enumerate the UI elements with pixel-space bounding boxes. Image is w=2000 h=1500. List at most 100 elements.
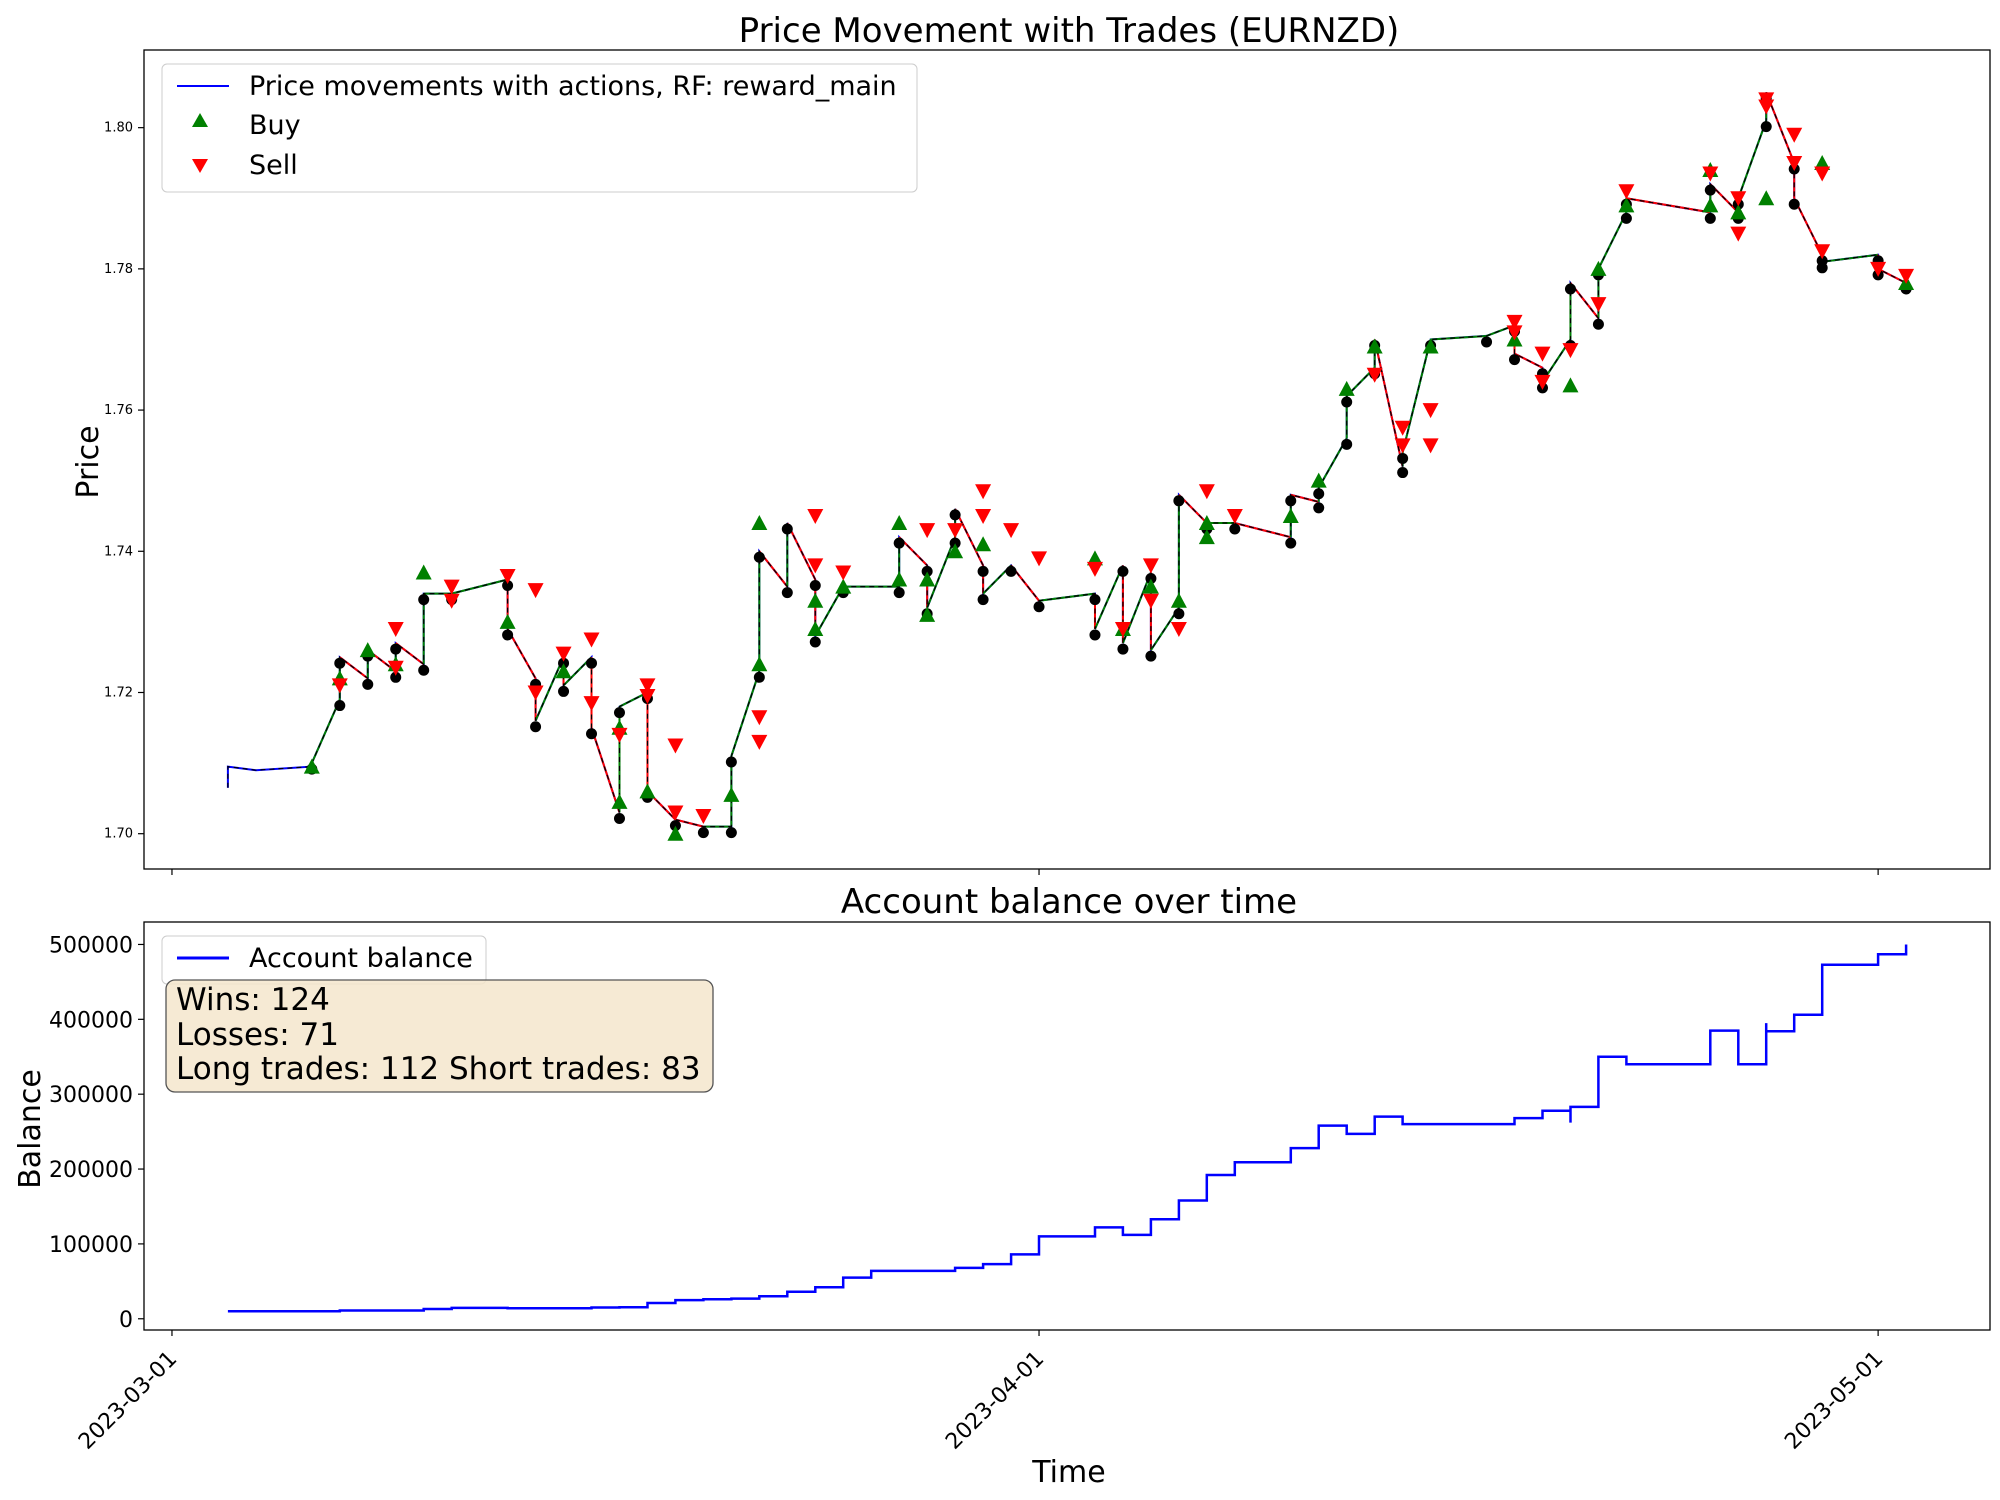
sell-marker	[1702, 166, 1719, 182]
balance-y-tick-label: 200000	[49, 1158, 133, 1183]
stats-box: Wins: 124 Losses: 71 Long trades: 112 Sh…	[165, 979, 714, 1093]
sell-marker	[583, 632, 600, 648]
legend-label-sell: Sell	[249, 150, 298, 181]
trade-exit-marker	[558, 657, 570, 669]
buy-marker	[1086, 550, 1103, 566]
buy-marker	[1142, 578, 1159, 594]
trade-exit-marker	[1704, 184, 1716, 196]
buy-marker	[807, 592, 824, 608]
trade-exit-marker	[586, 728, 598, 740]
trade-exit-marker	[502, 580, 514, 592]
legend-label-buy: Buy	[249, 110, 301, 141]
price-legend-frame	[161, 63, 918, 193]
trade-exit-marker	[893, 537, 905, 549]
trade-exit-marker	[334, 657, 346, 669]
sell-marker	[443, 579, 460, 595]
trade-exit-marker	[390, 671, 402, 683]
trade-exit-marker	[390, 643, 402, 655]
sell-marker	[639, 689, 656, 705]
balance-chart-title: Account balance over time	[841, 882, 1297, 922]
price-y-tick-label: 1.74	[104, 544, 133, 559]
sell-marker	[1730, 226, 1747, 242]
sell-marker	[1506, 314, 1523, 330]
sell-marker	[555, 646, 572, 662]
stats-wins: Wins: 124	[176, 982, 330, 1018]
price-axes-frame	[143, 49, 1991, 870]
sell-marker	[807, 508, 824, 524]
trade-exit-marker	[1788, 198, 1800, 210]
sell-marker	[1086, 561, 1103, 577]
sell-marker	[1422, 403, 1439, 419]
trade-exit-marker	[977, 565, 989, 577]
buy-marker	[1702, 197, 1719, 213]
buy-marker	[1814, 154, 1831, 170]
buy-marker	[1590, 260, 1607, 276]
trade-exit-marker	[697, 827, 709, 839]
buy-marker	[611, 793, 628, 809]
balance-y-tick-label: 0	[119, 1308, 133, 1333]
trade-exit-marker	[753, 671, 765, 683]
trade-exit-marker	[1509, 354, 1521, 366]
trade-exit-marker	[613, 707, 625, 719]
trade-exit-marker	[977, 594, 989, 606]
sell-marker	[583, 696, 600, 712]
buy-marker	[1338, 380, 1355, 396]
trade-exit-marker	[781, 587, 793, 599]
price-y-axis-label: Price	[71, 425, 106, 498]
balance-line	[227, 944, 1908, 1313]
buy-marker	[751, 656, 768, 672]
sell-marker	[1142, 593, 1159, 609]
trade-exit-marker	[1145, 572, 1157, 584]
trade-exit-marker	[1285, 495, 1297, 507]
buy-marker	[555, 663, 572, 679]
trade-exit-marker	[921, 565, 933, 577]
trade-exit-marker	[893, 587, 905, 599]
price-y-tick-label: 1.70	[104, 827, 133, 842]
price-y-tick-label: 1.76	[104, 403, 133, 418]
trade-exit-marker	[1173, 608, 1185, 620]
trade-exit-marker	[1341, 438, 1353, 450]
buy-marker	[1198, 515, 1215, 531]
balance-y-tick-label: 100000	[49, 1233, 133, 1258]
trade-exit-marker	[1760, 121, 1772, 133]
short-trade-segment	[675, 818, 704, 828]
buy-marker	[1198, 529, 1215, 545]
trade-exit-marker	[418, 594, 430, 606]
price-y-tick-label: 1.80	[104, 121, 133, 136]
sell-marker	[1506, 325, 1523, 341]
sell-marker	[807, 558, 824, 574]
legend-label-price: Price movements with actions, RF: reward…	[249, 71, 897, 102]
sell-marker	[919, 523, 936, 539]
price-y-ticks: 1.70 1.72 1.74 1.76 1.78 1.80	[104, 121, 144, 842]
trade-exit-marker	[753, 551, 765, 563]
trade-exit-marker	[809, 636, 821, 648]
buy-marker	[891, 515, 908, 531]
balance-y-tick-label: 300000	[49, 1083, 133, 1108]
buy-marker	[359, 642, 376, 658]
buy-marker	[1758, 190, 1775, 206]
sell-marker	[751, 710, 768, 726]
sell-marker	[1534, 374, 1551, 390]
buy-marker	[1422, 338, 1439, 354]
trade-exit-marker	[1313, 488, 1325, 500]
balance-x-axis-label: Time	[1031, 1455, 1105, 1490]
sell-marker	[1170, 621, 1187, 637]
sell-marker	[387, 621, 404, 637]
legend-sell-marker	[192, 159, 208, 173]
balance-legend: Account balance	[161, 935, 487, 985]
price-chart-title: Price Movement with Trades (EURNZD)	[739, 11, 1400, 51]
trade-exit-marker	[669, 820, 681, 832]
sell-marker	[1226, 508, 1243, 524]
trade-exit-marker	[1117, 643, 1129, 655]
trade-exit-marker	[1145, 650, 1157, 662]
buy-marker	[1310, 472, 1327, 488]
buy-marker	[1730, 204, 1747, 220]
sell-marker	[1114, 621, 1131, 637]
sell-marker	[1590, 297, 1607, 313]
sell-marker	[527, 685, 544, 701]
balance-y-tick-label: 500000	[49, 933, 133, 958]
trade-exit-marker	[1089, 594, 1101, 606]
sell-marker	[1003, 523, 1020, 539]
trade-exit-marker	[1397, 467, 1409, 479]
